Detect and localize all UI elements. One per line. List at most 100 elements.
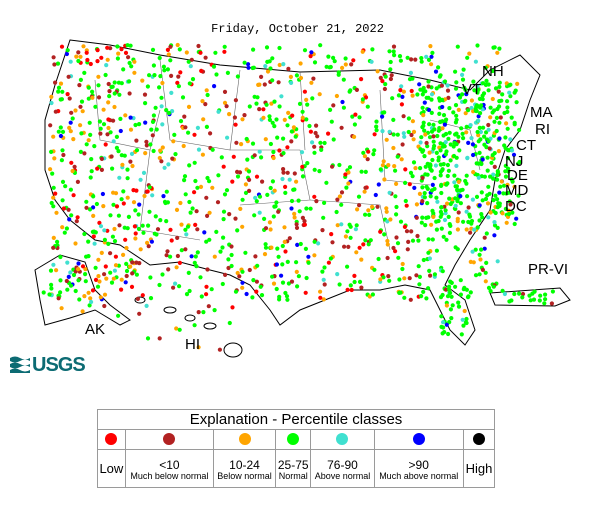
- gauge-dot: [297, 101, 303, 106]
- gauge-dot: [469, 218, 475, 224]
- gauge-dot: [447, 130, 452, 135]
- gauge-dot: [317, 92, 322, 97]
- gauge-dot: [251, 65, 256, 70]
- state-label-ma: MA: [530, 104, 553, 121]
- gauge-dot: [174, 326, 179, 331]
- gauge-dot: [292, 187, 297, 192]
- gauge-dot: [245, 157, 250, 162]
- gauge-dot: [263, 137, 268, 142]
- gauge-dot: [130, 163, 135, 169]
- gauge-dot: [271, 155, 276, 161]
- gauge-dot: [69, 160, 74, 165]
- gauge-dot: [96, 74, 101, 79]
- gauge-dot: [107, 89, 112, 94]
- gauge-dot: [240, 197, 245, 202]
- gauge-dot: [503, 169, 508, 174]
- gauge-dot: [385, 255, 390, 261]
- gauge-dot: [195, 125, 200, 130]
- gauge-dot: [421, 89, 426, 94]
- gauge-dot: [330, 164, 335, 169]
- gauge-dot: [148, 142, 153, 147]
- gauge-dot: [429, 54, 434, 59]
- gauge-dot: [119, 287, 124, 292]
- gauge-dot: [476, 87, 481, 92]
- gauge-dot: [500, 211, 505, 216]
- gauge-dot: [464, 320, 469, 326]
- gauge-dot: [322, 200, 327, 205]
- gauge-dot: [76, 58, 81, 64]
- gauge-dot: [106, 81, 111, 87]
- gauge-dot: [385, 219, 390, 224]
- gauge-dot: [292, 211, 297, 216]
- legend-dot-high: [472, 433, 485, 446]
- gauge-dot: [214, 72, 219, 77]
- gauge-dot: [359, 77, 364, 82]
- gauge-dot: [225, 135, 230, 140]
- gauge-dot: [426, 286, 431, 291]
- gauge-dot: [433, 163, 438, 168]
- gauge-dot: [352, 134, 357, 139]
- gauge-dot: [157, 85, 162, 90]
- gauge-dot: [305, 161, 310, 166]
- gauge-dot: [486, 139, 491, 144]
- gauge-dot: [99, 250, 104, 255]
- gauge-dot: [324, 180, 329, 185]
- gauge-dot: [286, 281, 291, 286]
- gauge-dot: [204, 284, 209, 289]
- gauge-dot: [81, 44, 86, 49]
- gauge-dot: [347, 89, 352, 94]
- gauge-dot: [408, 297, 413, 302]
- gauge-dot: [96, 83, 101, 88]
- gauge-dot: [438, 148, 443, 153]
- gauge-dot: [91, 205, 96, 210]
- gauge-dot: [254, 101, 259, 106]
- gauge-dot: [431, 214, 436, 219]
- gauge-dot: [445, 201, 450, 206]
- gauge-dot: [143, 120, 148, 125]
- gauge-dot: [281, 151, 286, 156]
- gauge-dot: [59, 158, 64, 163]
- gauge-dot: [444, 149, 449, 154]
- gauge-dot: [68, 59, 73, 64]
- gauge-dot: [470, 249, 475, 254]
- gauge-dot: [65, 287, 70, 292]
- gauge-dot: [477, 125, 482, 130]
- gauge-dot: [64, 51, 69, 57]
- gauge-dot: [97, 119, 102, 124]
- gauge-dot: [488, 115, 493, 120]
- gauge-dot: [137, 202, 142, 207]
- gauge-dot: [177, 47, 182, 52]
- gauge-dot: [436, 218, 441, 224]
- gauge-dot: [453, 203, 458, 208]
- gauge-dot: [412, 185, 417, 190]
- gauge-dot: [453, 103, 459, 108]
- gauge-dot: [446, 214, 451, 219]
- gauge-dot: [134, 138, 139, 143]
- gauge-dot: [479, 190, 484, 195]
- gauge-dot: [78, 104, 83, 109]
- gauge-dot: [223, 272, 228, 277]
- gauge-dot: [417, 282, 422, 287]
- gauge-dot: [361, 242, 366, 247]
- gauge-dot: [205, 175, 210, 181]
- gauge-dot: [495, 50, 500, 55]
- gauge-dot: [492, 223, 498, 228]
- gauge-dot: [118, 128, 123, 134]
- gauge-dot: [469, 136, 474, 141]
- gauge-dot: [233, 98, 238, 103]
- gauge-dot: [520, 291, 526, 297]
- gauge-dot: [298, 61, 303, 66]
- gauge-dot: [265, 69, 271, 74]
- gauge-dot: [282, 117, 287, 122]
- gauge-dot: [254, 199, 259, 204]
- gauge-dot: [378, 229, 383, 234]
- gauge-dot: [441, 113, 447, 118]
- gauge-dot: [500, 288, 505, 293]
- gauge-dot: [495, 197, 500, 202]
- gauge-dot: [71, 137, 76, 142]
- gauge-dot: [453, 284, 458, 289]
- gauge-dot: [178, 70, 183, 75]
- gauge-dot: [80, 264, 86, 269]
- gauge-dot: [272, 204, 277, 209]
- gauge-dot: [305, 102, 310, 107]
